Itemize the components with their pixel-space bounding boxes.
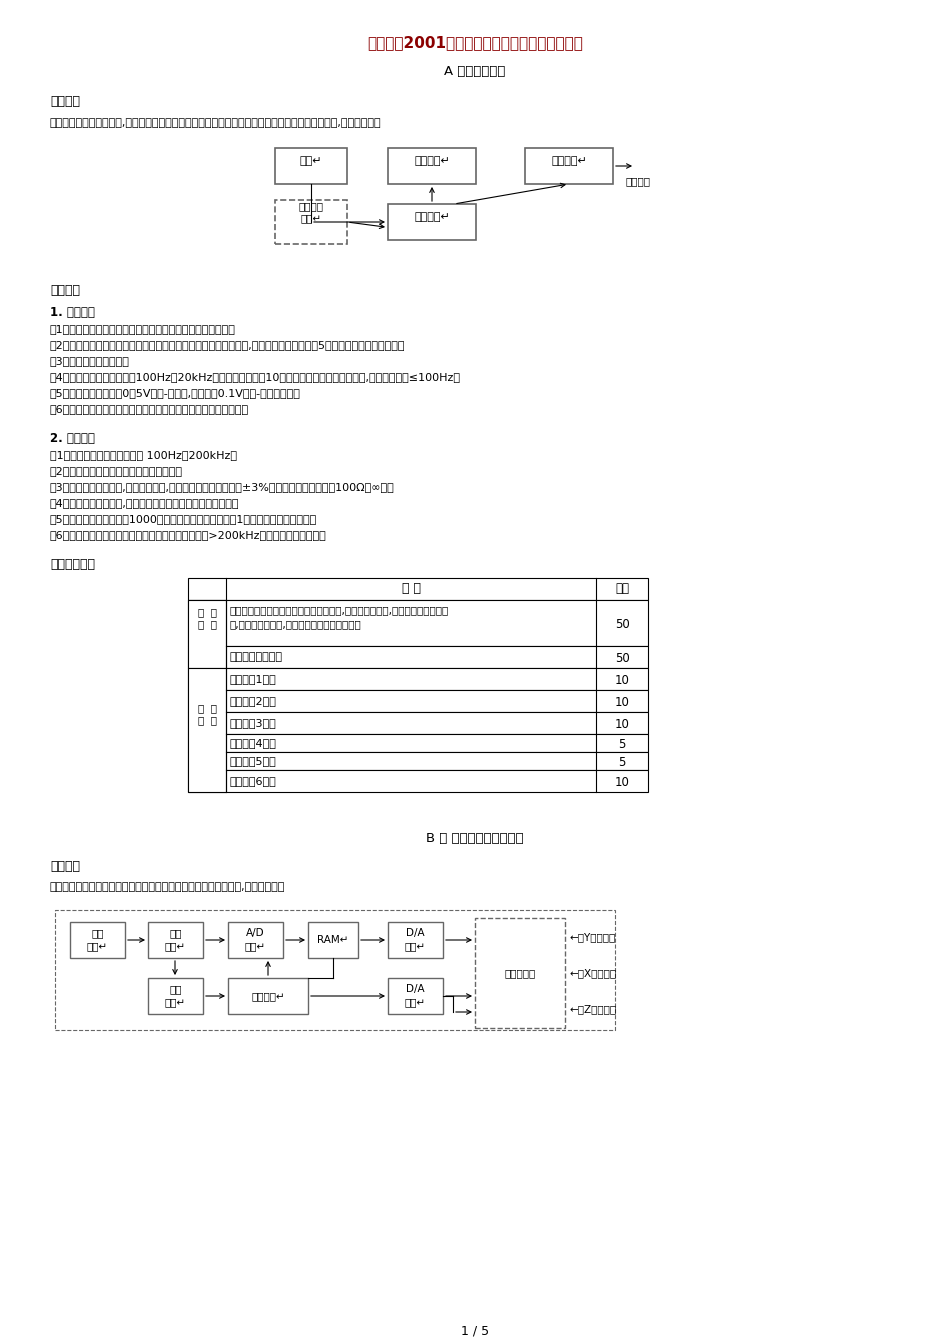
- Bar: [70, 922, 125, 958]
- Bar: [388, 922, 443, 958]
- Text: （6）具有显示输出波形的类型、重复频率（周期）和幅度的功能。: （6）具有显示输出波形的类型、重复频率（周期）和幅度的功能。: [50, 405, 249, 414]
- Text: （3）增加稳幅输出功能,当负载变化时,输出电压幅度变化不大于±3%（负载电阻变化范围：100Ω～∞）。: （3）增加稳幅输出功能,当负载变化时,输出电压幅度变化不大于±3%（负载电阻变化…: [50, 482, 395, 492]
- Text: 转换↵: 转换↵: [405, 941, 427, 952]
- Text: 满分: 满分: [615, 582, 629, 595]
- Bar: [148, 922, 203, 958]
- Text: 完成第（4）项: 完成第（4）项: [230, 738, 276, 749]
- Text: 5: 5: [618, 738, 626, 751]
- Text: 第五届（2001年）全国大学生电子设计竞赛题目: 第五届（2001年）全国大学生电子设计竞赛题目: [367, 35, 583, 50]
- Bar: [188, 753, 648, 770]
- Text: 键盘↵: 键盘↵: [299, 156, 322, 167]
- Bar: [388, 978, 443, 1013]
- Text: 1 / 5: 1 / 5: [461, 1324, 489, 1337]
- Text: 实际制作完成情况: 实际制作完成情况: [230, 652, 283, 663]
- Text: 设计与总结报告：方案比较、设计与论证,理论分析与计算,电路图及有关设计文: 设计与总结报告：方案比较、设计与论证,理论分析与计算,电路图及有关设计文: [230, 605, 449, 616]
- Bar: [228, 978, 308, 1013]
- Text: D/A: D/A: [407, 927, 425, 938]
- Text: ←（Y轴输入）: ←（Y轴输入）: [569, 931, 616, 942]
- Text: 普通示波器: 普通示波器: [504, 968, 536, 978]
- Text: 转换↵: 转换↵: [245, 941, 266, 952]
- Text: 输入: 输入: [91, 927, 104, 938]
- Text: （2）用键盘输入编辑生成上述三种波形（同周期）的线性组合波形,以及由基波及其谐波（5次以下）线性组合的波形。: （2）用键盘输入编辑生成上述三种波形（同周期）的线性组合波形,以及由基波及其谐波…: [50, 340, 406, 349]
- Text: 控制部分↵: 控制部分↵: [251, 991, 285, 1001]
- Text: 10: 10: [615, 718, 630, 731]
- Text: 基  本
要  求: 基 本 要 求: [198, 606, 217, 629]
- Text: ←（X轴输入）: ←（X轴输入）: [569, 968, 617, 978]
- Text: 二、要求: 二、要求: [50, 284, 80, 297]
- Text: （1）具有产生正弦波、方波、三角波三种周期性波形的功能。: （1）具有产生正弦波、方波、三角波三种周期性波形的功能。: [50, 324, 236, 335]
- Text: ←（Z轴输入）: ←（Z轴输入）: [569, 1004, 617, 1013]
- Bar: [525, 148, 613, 184]
- Text: 波形输出: 波形输出: [625, 176, 650, 185]
- Text: 2. 发挥部分: 2. 发挥部分: [50, 431, 95, 445]
- Text: （4）输出波形的频率范围为100Hz～20kHz（非正弦波频率按10次谐波计算）；重复频率可调,频率步进间隔≤100Hz。: （4）输出波形的频率范围为100Hz～20kHz（非正弦波频率按10次谐波计算）…: [50, 372, 461, 382]
- Text: 微控制器↵: 微控制器↵: [414, 212, 450, 222]
- Bar: [388, 204, 476, 241]
- Text: 电路↵: 电路↵: [165, 941, 186, 952]
- Text: 输入: 输入: [169, 927, 181, 938]
- Text: 完成第（2）项: 完成第（2）项: [230, 696, 276, 706]
- Text: （3）具有波形存储功能。: （3）具有波形存储功能。: [50, 356, 130, 366]
- Text: 电路↵: 电路↵: [165, 997, 186, 1007]
- Text: 10: 10: [615, 673, 630, 687]
- Text: A 题波形发生器: A 题波形发生器: [445, 65, 505, 78]
- Bar: [55, 910, 615, 1030]
- Bar: [275, 148, 347, 184]
- Text: 5: 5: [618, 755, 626, 769]
- Text: （6）其它（如增加频谱分析、失真度分析、频率扩展>200kHz、扫频输出等功能）。: （6）其它（如增加频谱分析、失真度分析、频率扩展>200kHz、扫频输出等功能）…: [50, 530, 327, 540]
- Text: 项 目: 项 目: [402, 582, 421, 595]
- Bar: [188, 668, 648, 689]
- Text: D/A: D/A: [407, 984, 425, 995]
- Bar: [188, 599, 648, 646]
- Text: 波形生成↵: 波形生成↵: [551, 156, 587, 167]
- Text: 一、任务: 一、任务: [50, 860, 80, 874]
- Text: 发  挥
部  分: 发 挥 部 分: [198, 703, 217, 726]
- Text: 完成第（1）项: 完成第（1）项: [230, 673, 276, 684]
- Text: 设计制作一个波形发生器,该波形发生器能产生正弦波、方波、三角波和由用户编辑的特定形状波形,示意图如下：: 设计制作一个波形发生器,该波形发生器能产生正弦波、方波、三角波和由用户编辑的特定…: [50, 118, 382, 128]
- Text: 10: 10: [615, 696, 630, 710]
- Bar: [188, 689, 648, 712]
- Text: （4）具有掉电存储功能,可存储掉电前用户编辑的波形和设置。: （4）具有掉电存储功能,可存储掉电前用户编辑的波形和设置。: [50, 499, 239, 508]
- Text: （2）用键盘或其他输入装置产生任意波形。: （2）用键盘或其他输入装置产生任意波形。: [50, 466, 183, 476]
- Text: A/D: A/D: [246, 927, 265, 938]
- Text: 1. 基本要求: 1. 基本要求: [50, 306, 95, 319]
- Text: 完成第（5）项: 完成第（5）项: [230, 755, 276, 766]
- Text: （1）输出波形频率范围扩展至 100Hz～200kHz。: （1）输出波形频率范围扩展至 100Hz～200kHz。: [50, 450, 237, 460]
- Bar: [188, 668, 226, 792]
- Bar: [308, 922, 358, 958]
- Text: 件,测试方法与仪器,测试数据及测试结果分析。: 件,测试方法与仪器,测试数据及测试结果分析。: [230, 620, 362, 629]
- Text: 显示部分↵: 显示部分↵: [414, 156, 450, 167]
- Bar: [188, 646, 648, 668]
- Bar: [188, 734, 648, 753]
- Bar: [188, 770, 648, 792]
- Text: B 题 简易数字存储示波器: B 题 简易数字存储示波器: [427, 832, 523, 845]
- Text: 10: 10: [615, 775, 630, 789]
- Bar: [188, 578, 648, 599]
- Text: （5）输出波形幅度范围0～5V（峰-峰值）,可按步进0.1V（峰-峰值）调整。: （5）输出波形幅度范围0～5V（峰-峰值）,可按步进0.1V（峰-峰值）调整。: [50, 388, 301, 398]
- Text: 三、评分标准: 三、评分标准: [50, 558, 95, 571]
- Text: 50: 50: [615, 652, 629, 665]
- Bar: [228, 922, 283, 958]
- Bar: [475, 918, 565, 1028]
- Bar: [388, 148, 476, 184]
- Text: 完成第（6）项: 完成第（6）项: [230, 775, 276, 786]
- Text: 50: 50: [615, 618, 629, 630]
- Text: RAM↵: RAM↵: [317, 935, 349, 945]
- Text: 信号↵: 信号↵: [86, 941, 108, 952]
- Text: 触发: 触发: [169, 984, 181, 995]
- Bar: [148, 978, 203, 1013]
- Bar: [275, 200, 347, 245]
- Bar: [188, 599, 226, 668]
- Text: （5）可产生单次或多次（1000次以下）特定波形（如产生1个半周期三角波输出）。: （5）可产生单次或多次（1000次以下）特定波形（如产生1个半周期三角波输出）。: [50, 513, 317, 524]
- Text: 一、任务: 一、任务: [50, 95, 80, 108]
- Bar: [188, 712, 648, 734]
- Text: 其他输入
装置↵: 其他输入 装置↵: [298, 200, 324, 223]
- Text: 完成第（3）项: 完成第（3）项: [230, 718, 276, 728]
- Text: 设计并制作一台用普通示波器显示被测波形的简易数字存储示波器,示意图如下：: 设计并制作一台用普通示波器显示被测波形的简易数字存储示波器,示意图如下：: [50, 882, 285, 892]
- Text: 转换↵: 转换↵: [405, 997, 427, 1007]
